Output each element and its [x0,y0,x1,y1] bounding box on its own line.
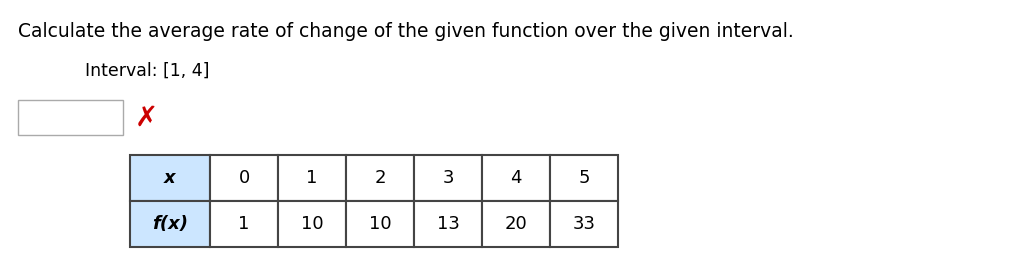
Text: f(x): f(x) [152,215,188,233]
FancyBboxPatch shape [482,201,550,247]
Text: 5: 5 [579,169,590,187]
Text: 1: 1 [306,169,317,187]
FancyBboxPatch shape [550,201,618,247]
Text: x: x [164,169,176,187]
Text: 10: 10 [369,215,391,233]
Text: 10: 10 [301,215,324,233]
Text: 3: 3 [442,169,454,187]
FancyBboxPatch shape [278,201,346,247]
FancyBboxPatch shape [414,155,482,201]
Text: 13: 13 [436,215,460,233]
FancyBboxPatch shape [414,201,482,247]
Text: 33: 33 [572,215,596,233]
Text: 1: 1 [239,215,250,233]
Text: Interval: [1, 4]: Interval: [1, 4] [85,62,210,80]
Text: 2: 2 [374,169,386,187]
FancyBboxPatch shape [210,201,278,247]
FancyBboxPatch shape [482,155,550,201]
FancyBboxPatch shape [18,100,123,135]
FancyBboxPatch shape [550,155,618,201]
FancyBboxPatch shape [346,155,414,201]
FancyBboxPatch shape [346,201,414,247]
FancyBboxPatch shape [130,155,210,201]
FancyBboxPatch shape [210,155,278,201]
Text: 4: 4 [510,169,522,187]
Text: Calculate the average rate of change of the given function over the given interv: Calculate the average rate of change of … [18,22,794,41]
FancyBboxPatch shape [130,201,210,247]
FancyBboxPatch shape [278,155,346,201]
Text: ✗: ✗ [135,103,159,132]
Text: 0: 0 [239,169,250,187]
Text: 20: 20 [505,215,527,233]
